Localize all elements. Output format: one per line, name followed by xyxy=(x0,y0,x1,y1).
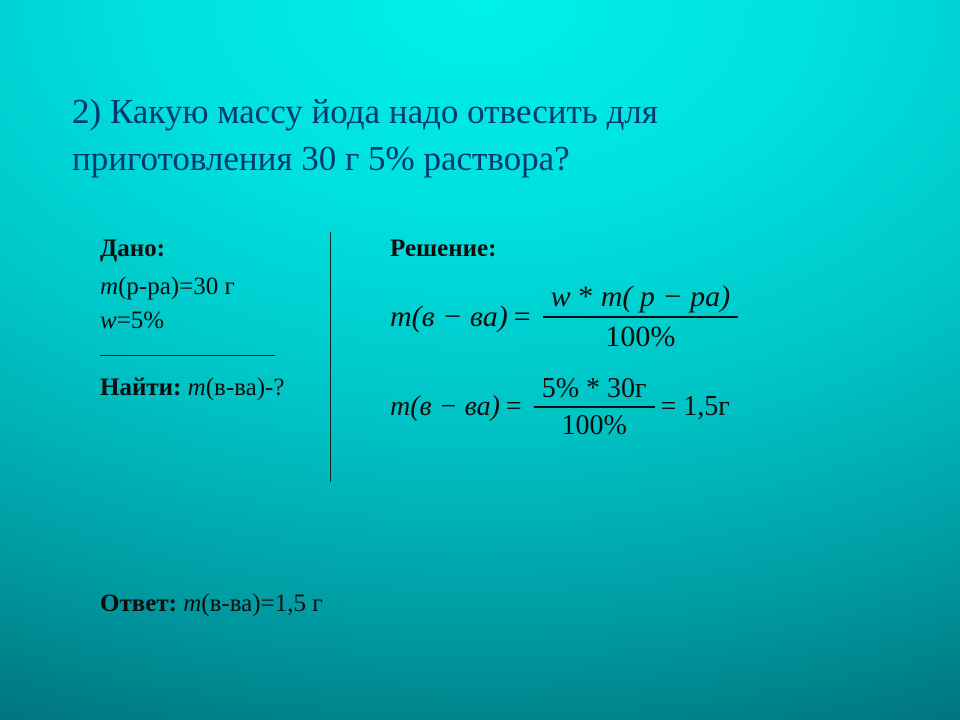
f1-num-paren: ( р − ра) xyxy=(622,280,730,313)
given-line-1: m(р-ра)=30 г xyxy=(100,273,310,301)
f1-num-m: m xyxy=(601,280,623,313)
solution-heading: Решение: xyxy=(390,235,910,263)
given-line-1-m: m xyxy=(100,273,118,300)
answer-rest: (в-ва)=1,5 г xyxy=(201,590,322,617)
given-heading: Дано: xyxy=(100,235,310,263)
f1-fraction: w * m( р − ра) 100% xyxy=(543,281,738,352)
vertical-divider xyxy=(330,232,331,482)
f2-result: = 1,5г xyxy=(661,391,730,423)
f2-numerator: 5% * 30г xyxy=(534,374,655,403)
problem-title: 2) Какую массу йода надо отвесить для пр… xyxy=(72,88,852,183)
f2-bar xyxy=(534,406,655,408)
formula-1: m(в − ва) = w * m( р − ра) 100% xyxy=(390,281,910,352)
find-m: m xyxy=(188,374,206,401)
find-line: Найти: m(в-ва)-? xyxy=(100,374,310,402)
formula-2: m(в − ва) = 5% * 30г 100% = 1,5г xyxy=(390,374,910,441)
f1-lhs-paren: (в − ва) xyxy=(412,300,508,334)
answer-line: Ответ: m(в-ва)=1,5 г xyxy=(100,590,322,618)
answer-label: Ответ: xyxy=(100,590,177,617)
answer-m: m xyxy=(183,590,201,617)
find-rest: (в-ва)-? xyxy=(206,374,285,401)
f2-denominator: 100% xyxy=(553,411,634,440)
given-line-1-rest: (р-ра)=30 г xyxy=(118,273,235,300)
f1-eq: = xyxy=(514,300,531,334)
solution-column: Решение: m(в − ва) = w * m( р − ра) 100%… xyxy=(390,235,910,451)
given-divider xyxy=(100,355,275,356)
f1-bar xyxy=(543,316,738,318)
f2-lhs-paren: (в − ва) xyxy=(410,391,500,423)
f2-eq: = xyxy=(506,391,522,423)
given-line-2-w: w xyxy=(100,307,117,334)
find-label: Найти: xyxy=(100,374,181,401)
f1-denominator: 100% xyxy=(597,321,683,353)
f2-lhs-m: m xyxy=(390,391,410,423)
f1-lhs-m: m xyxy=(390,300,412,334)
given-line-2: w=5% xyxy=(100,307,310,335)
f2-fraction: 5% * 30г 100% xyxy=(534,374,655,441)
given-line-2-rest: =5% xyxy=(117,307,164,334)
f1-num-star: * xyxy=(571,280,601,313)
given-column: Дано: m(р-ра)=30 г w=5% Найти: m(в-ва)-? xyxy=(100,235,310,408)
f1-numerator: w * m( р − ра) xyxy=(543,281,738,313)
f1-num-w: w xyxy=(551,280,571,313)
